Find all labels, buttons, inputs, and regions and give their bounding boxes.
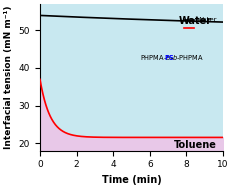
Legend: Water, : Water,: [181, 15, 220, 34]
Text: Toluene: Toluene: [174, 140, 217, 150]
Text: -$b$-PHPMA: -$b$-PHPMA: [170, 53, 204, 62]
Text: Water: Water: [179, 16, 212, 26]
X-axis label: Time (min): Time (min): [102, 175, 161, 185]
Text: PS: PS: [164, 55, 174, 61]
Y-axis label: Interfacial tension (mN m⁻¹): Interfacial tension (mN m⁻¹): [4, 6, 13, 149]
Text: PHPMA-$b$-: PHPMA-$b$-: [140, 53, 174, 62]
